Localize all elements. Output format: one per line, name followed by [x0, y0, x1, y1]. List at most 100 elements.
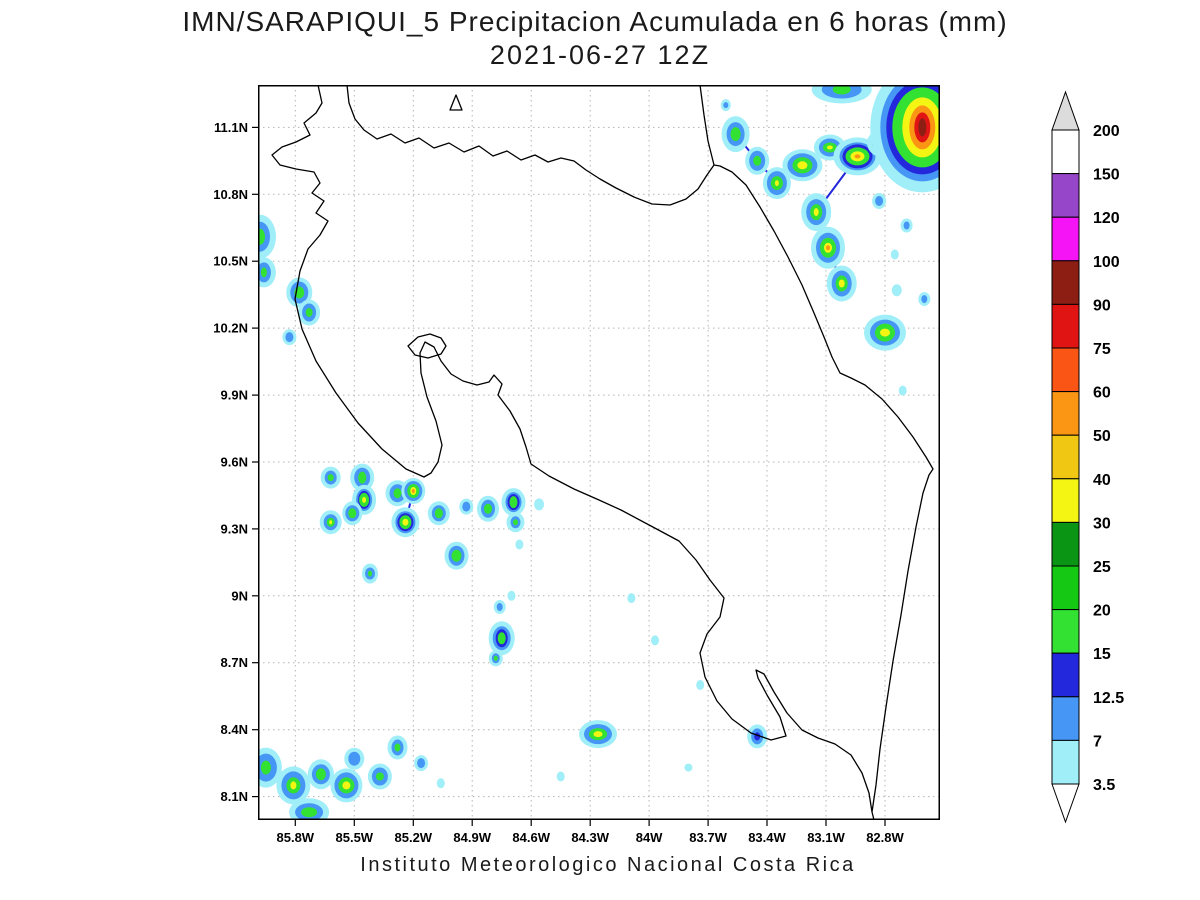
- precip-cell: [898, 385, 907, 396]
- y-tick-label: 9.6N: [221, 455, 248, 470]
- colorbar-label: 60: [1093, 385, 1111, 402]
- coastline: [271, 84, 934, 821]
- colorbar-label: 25: [1093, 559, 1111, 576]
- map-plot: 85.8W 85.5W 85.2W 84.9W 84.6W 84.3W 84W 83.7W 83…: [213, 84, 940, 845]
- precip-cell: [556, 771, 565, 782]
- precip-cell: [434, 508, 443, 519]
- figure-footer: Instituto Meteorologico Nacional Costa R…: [360, 854, 856, 876]
- colorbar-segment: [1051, 521, 1080, 567]
- precip-cell: [730, 127, 741, 142]
- figure-title: IMN/SARAPIQUI_5 Precipitacion Acumulada …: [182, 6, 1008, 37]
- colorbar-label: 20: [1093, 603, 1111, 620]
- x-tick-label: 84W: [636, 830, 663, 845]
- precip-cell: [753, 155, 762, 166]
- precip-cell: [436, 778, 445, 789]
- precip-cell: [797, 161, 808, 170]
- colorbar-segment: [1051, 434, 1080, 480]
- colorbar-label: 3.5: [1093, 777, 1115, 794]
- precip-cell: [315, 768, 326, 781]
- precip-cell: [497, 632, 506, 645]
- colorbar-top-triangle: [1051, 90, 1080, 131]
- precip-cell: [375, 772, 384, 781]
- x-tick-label: 83.1W: [807, 830, 845, 845]
- coastline: [449, 94, 463, 111]
- precip-cell: [301, 807, 318, 818]
- colorbar: 200 150 120 100 90 75 60 50 40 30 25 20 15 12.5 7 3.5: [1051, 90, 1124, 824]
- colorbar-label: 150: [1093, 167, 1120, 184]
- colorbar-segment: [1051, 260, 1080, 305]
- precip-cell: [918, 118, 927, 137]
- precip-cell: [462, 501, 471, 512]
- precip-cell: [903, 221, 910, 230]
- plot-frame: [258, 85, 940, 820]
- precip-cell: [327, 474, 334, 482]
- precip-cell: [890, 249, 899, 260]
- colorbar-segment: [1051, 652, 1080, 698]
- precip-cell: [348, 508, 357, 519]
- colorbar-label: 15: [1093, 646, 1111, 663]
- x-tick-label: 85.2W: [395, 830, 433, 845]
- precip-cell: [891, 284, 902, 297]
- colorbar-segment: [1051, 739, 1080, 785]
- y-tick-label: 8.1N: [221, 789, 248, 804]
- colorbar-segment: [1051, 216, 1080, 262]
- precip-cell: [921, 295, 928, 304]
- precip-cell: [362, 496, 367, 503]
- precip-cell: [684, 763, 693, 772]
- colorbar-label: 50: [1093, 428, 1111, 445]
- precip-cell: [484, 503, 492, 514]
- precip-cell: [348, 751, 361, 766]
- colorbar-label: 40: [1093, 472, 1111, 489]
- colorbar-segment: [1051, 478, 1080, 523]
- precip-cell: [627, 593, 636, 604]
- x-tick-label: 84.3W: [571, 830, 609, 845]
- y-tick-label: 10.5N: [213, 254, 248, 269]
- precip-cell: [260, 267, 267, 278]
- colorbar-segment: [1051, 609, 1080, 654]
- precip-cell: [696, 680, 705, 690]
- y-tick-label: 9.3N: [221, 521, 248, 536]
- colorbar-bottom-triangle: [1051, 783, 1080, 824]
- precip-cell: [507, 590, 516, 601]
- graticule: [258, 85, 940, 820]
- precip-cell: [358, 471, 367, 484]
- precip-layer: [258, 85, 940, 820]
- colorbar-segment: [1051, 347, 1080, 393]
- precip-cell: [593, 731, 603, 738]
- colorbar-segment: [1051, 696, 1080, 741]
- precip-cell: [411, 489, 415, 493]
- colorbar-segment: [1051, 129, 1080, 175]
- y-tick-label: 8.4N: [221, 722, 248, 737]
- precip-cell: [826, 145, 833, 150]
- precip-cell: [875, 196, 884, 206]
- colorbar-segment: [1051, 565, 1080, 611]
- precip-cell: [342, 781, 351, 790]
- precip-cell: [723, 102, 729, 109]
- colorbar-label: 200: [1093, 123, 1120, 140]
- colorbar-label: 12.5: [1093, 690, 1124, 707]
- precip-cell: [509, 496, 518, 509]
- colorbar-label: 75: [1093, 341, 1111, 358]
- colorbar-label: 120: [1093, 210, 1120, 227]
- x-tick-label: 85.5W: [336, 830, 374, 845]
- x-tick-label: 84.6W: [512, 830, 550, 845]
- precip-cell: [285, 332, 294, 343]
- x-tick-label: 84.9W: [453, 830, 491, 845]
- x-tick-label: 85.8W: [277, 830, 315, 845]
- coastline: [407, 333, 447, 359]
- x-tick-label: 83.4W: [748, 830, 786, 845]
- precip-cell: [393, 488, 402, 499]
- y-tick-label: 9N: [231, 588, 248, 603]
- precip-cell: [493, 655, 498, 661]
- x-tick-label: 83.7W: [689, 830, 727, 845]
- colorbar-label: 100: [1093, 254, 1120, 271]
- colorbar-label: 30: [1093, 515, 1111, 532]
- precip-cell: [402, 518, 409, 526]
- y-tick-label: 10.2N: [213, 321, 248, 336]
- x-tick-label: 82.8W: [866, 830, 904, 845]
- precip-cell: [534, 498, 545, 511]
- precip-cell: [832, 85, 851, 95]
- coastline: [699, 84, 715, 166]
- y-tick-label: 10.8N: [213, 187, 248, 202]
- colorbar-segment: [1051, 391, 1080, 436]
